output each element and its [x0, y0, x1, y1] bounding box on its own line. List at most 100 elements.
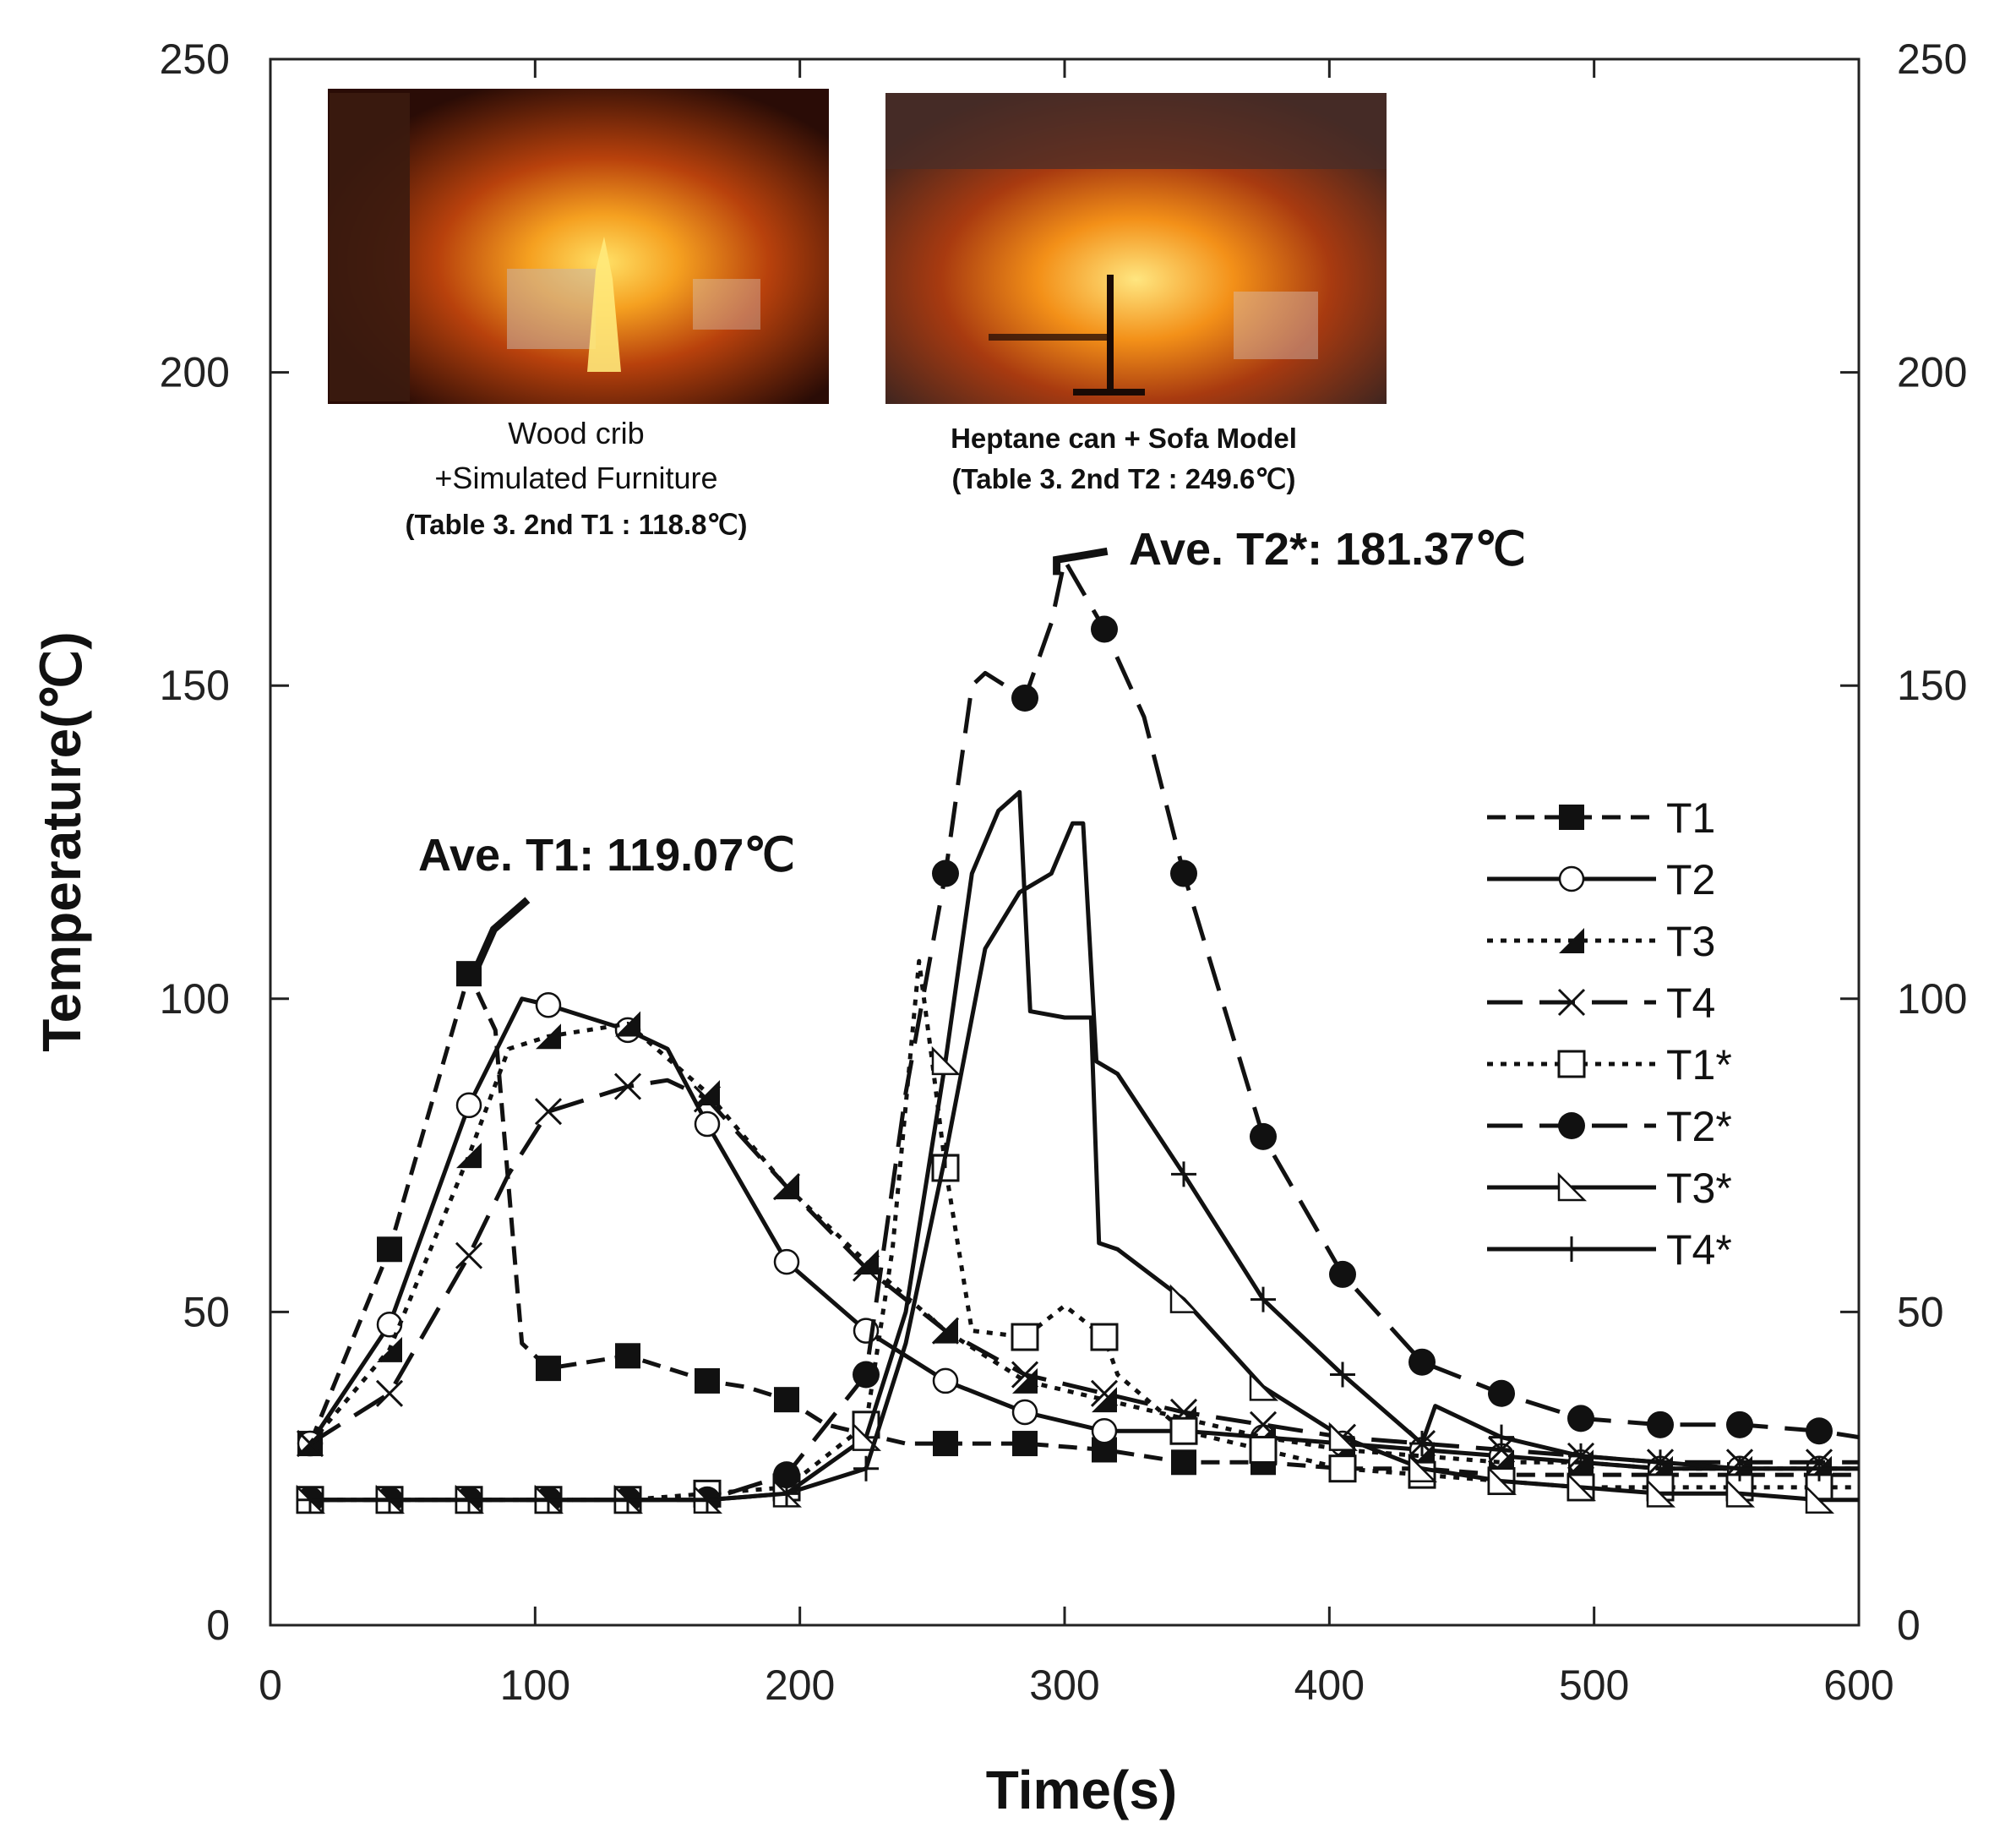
data-point-t2	[932, 1367, 959, 1394]
data-point-t1-star	[1011, 1323, 1039, 1351]
data-point-t1	[536, 1356, 561, 1382]
data-point-t4-star	[1806, 1455, 1832, 1481]
legend-item-t2-star: T2*	[1487, 1103, 1732, 1150]
series-t4	[296, 1072, 1859, 1476]
data-point-t3-star	[1408, 1453, 1438, 1482]
legend-label-t4: T4	[1666, 979, 1715, 1027]
series-t2-star	[297, 558, 1860, 1514]
data-point-t2-star	[1567, 1405, 1594, 1432]
x-tick-label: 300	[1029, 1662, 1099, 1709]
data-point-t3-star	[1169, 1284, 1200, 1313]
data-point-t3	[695, 1079, 720, 1105]
y-tick-label: 200	[160, 349, 230, 396]
inset-caption-1-line-1: Wood crib	[508, 416, 644, 450]
data-point-t2-star	[1011, 685, 1038, 712]
data-point-t2	[1091, 1417, 1118, 1444]
legend-item-t1: T1	[1487, 794, 1715, 842]
data-point-t2-star	[1250, 1122, 1277, 1150]
data-point-t3	[536, 1023, 561, 1050]
data-point-t2-star	[1647, 1411, 1674, 1438]
data-point-t2-star	[932, 859, 959, 887]
legend-item-t4: T4	[1487, 979, 1715, 1027]
x-tick-label: 500	[1559, 1662, 1629, 1709]
data-point-t2	[1011, 1399, 1038, 1426]
data-point-t3-star	[1566, 1471, 1597, 1502]
data-point-t3-star	[1487, 1465, 1517, 1495]
data-point-t1-star	[1090, 1323, 1119, 1351]
data-point-t4-star	[1250, 1286, 1276, 1312]
data-point-t4-star	[536, 1487, 561, 1513]
x-tick-label: 200	[765, 1662, 835, 1709]
legend-label-t3: T3	[1666, 918, 1715, 965]
annotation-ave-t1: Ave. T1: 119.07℃	[418, 830, 795, 881]
inset-photo-wood-crib	[328, 89, 829, 404]
data-point-t2-star	[1091, 615, 1118, 643]
data-point-t3	[615, 1011, 640, 1037]
data-point-t3	[853, 1249, 879, 1275]
data-point-t2-star	[773, 1461, 800, 1489]
data-point-t4-star	[1171, 1161, 1196, 1187]
data-point-t3-star	[1249, 1372, 1279, 1401]
annotations: Ave. T1: 119.07℃ Ave. T2*: 181.37℃	[418, 524, 1526, 969]
data-point-t1	[1012, 1431, 1038, 1457]
data-point-t4-star	[1727, 1455, 1752, 1481]
data-point-t3-star	[1328, 1421, 1359, 1451]
series-t1-star	[296, 958, 1859, 1514]
series-line-t4	[308, 1078, 1859, 1465]
data-point-t4-star	[615, 1487, 640, 1513]
data-point-t2-star	[853, 1361, 880, 1389]
data-point-t3	[1092, 1387, 1117, 1413]
legend-item-t4-star: T4*	[1487, 1226, 1732, 1274]
data-point-t1	[695, 1367, 720, 1394]
x-axis-label: Time(s)	[986, 1760, 1177, 1820]
y-tick-label-right: 250	[1897, 35, 1967, 83]
data-point-t2-star	[1408, 1348, 1436, 1376]
data-point-t1	[1171, 1449, 1196, 1476]
legend-marker-t2	[1558, 865, 1585, 892]
x-tick-label: 0	[259, 1662, 282, 1709]
legend-marker-t4-star	[1559, 1236, 1584, 1262]
legend-label-t3-star: T3*	[1666, 1165, 1732, 1212]
data-point-t1	[933, 1431, 958, 1457]
legend-item-t3-star: T3*	[1487, 1165, 1732, 1212]
data-point-t3-star	[1805, 1484, 1835, 1514]
legend-item-t3: T3	[1487, 918, 1715, 965]
inset-caption-1-line-2: +Simulated Furniture	[434, 461, 717, 495]
data-point-t4-star	[456, 1487, 482, 1513]
legend-marker-t3	[1559, 928, 1584, 953]
data-point-t3	[377, 1336, 402, 1362]
series-line-t1	[308, 971, 1859, 1477]
legend-label-t1: T1	[1666, 794, 1715, 842]
legend-label-t4-star: T4*	[1666, 1226, 1732, 1274]
legend-label-t1-star: T1*	[1666, 1041, 1732, 1089]
data-series	[296, 558, 1860, 1514]
y-tick-label-right: 150	[1897, 662, 1967, 709]
inset-captions: Wood crib +Simulated Furniture (Table 3.…	[405, 416, 1296, 540]
y-tick-label-right: 50	[1897, 1288, 1944, 1335]
data-point-t4-star	[1568, 1443, 1594, 1469]
legend-label-t2: T2	[1666, 856, 1715, 903]
data-point-t4-star	[1489, 1424, 1514, 1450]
legend-marker-t1	[1559, 805, 1584, 830]
legend-item-t1-star: T1*	[1487, 1041, 1732, 1089]
data-point-t4	[296, 1429, 324, 1458]
series-line-t2	[308, 996, 1859, 1471]
x-tick-label: 100	[500, 1662, 570, 1709]
data-point-t3-star	[1725, 1478, 1756, 1508]
data-point-t4	[375, 1379, 404, 1407]
data-point-t4	[931, 1317, 960, 1345]
data-point-t2	[694, 1110, 721, 1138]
data-point-t4-star	[1409, 1431, 1435, 1457]
data-point-t1-star	[1328, 1454, 1357, 1483]
data-point-t1-star	[1169, 1416, 1198, 1445]
data-point-t2	[535, 991, 562, 1018]
legend-marker-t4	[1557, 988, 1586, 1017]
data-point-t2-star	[1726, 1411, 1753, 1438]
y-tick-label: 150	[160, 662, 230, 709]
data-point-t2-star	[1170, 859, 1197, 887]
series-t1	[297, 961, 1859, 1488]
legend-label-t2-star: T2*	[1666, 1103, 1732, 1150]
data-point-t4	[693, 1085, 722, 1113]
y-tick-label-right: 200	[1897, 349, 1967, 396]
